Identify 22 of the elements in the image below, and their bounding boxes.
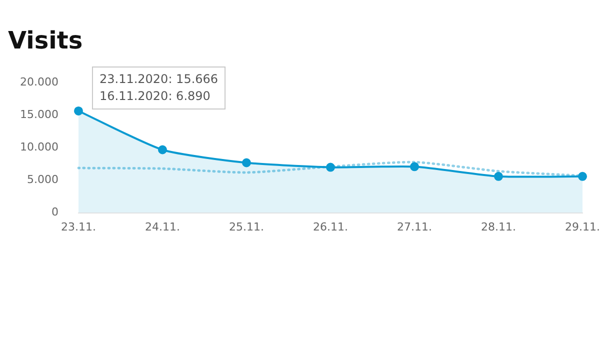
chart-title: Visits [8, 26, 83, 55]
x-tick-label: 27.11. [397, 220, 432, 234]
point [578, 172, 588, 181]
point [494, 172, 504, 181]
x-tick-label: 25.11. [228, 220, 264, 234]
x-tick-label: 28.11. [481, 220, 516, 234]
point [158, 145, 167, 154]
point [242, 158, 251, 168]
annotation: 23.11.2020: 15.666 [99, 72, 218, 86]
y-tick-label: 10.000 [20, 140, 58, 154]
annotation: 16.11.2020: 6.890 [99, 89, 210, 104]
y-tick-label: 15.000 [20, 108, 58, 122]
x-tick-label: 29.11. [565, 220, 600, 234]
x-tick-label: 26.11. [313, 220, 348, 234]
y-tick-label: 5.000 [26, 173, 58, 186]
point [326, 162, 335, 172]
x-tick-label: 24.11. [144, 220, 180, 234]
y-tick-label: 20.000 [20, 76, 58, 89]
point [410, 162, 419, 172]
y-tick-label: 0 [51, 206, 58, 219]
point [74, 106, 83, 116]
x-tick-label: 23.11. [60, 220, 96, 234]
